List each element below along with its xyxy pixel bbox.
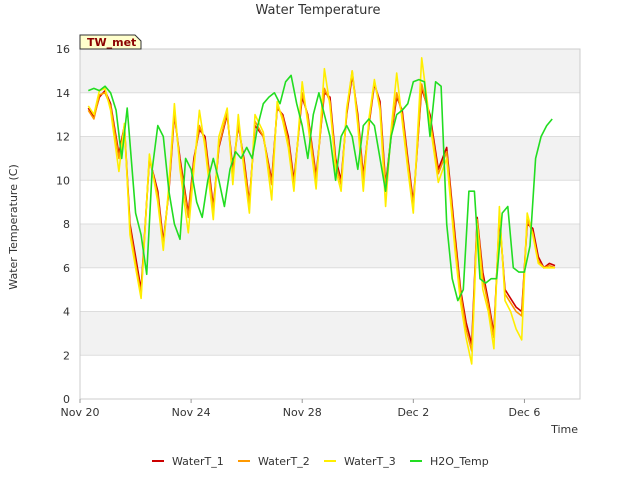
- x-tick-label: Dec 2: [397, 406, 429, 419]
- x-tick-label: Nov 20: [61, 406, 100, 419]
- legend-label: H2O_Temp: [430, 455, 489, 468]
- chart-title: Water Temperature: [256, 3, 381, 18]
- series-line-h2o-temp: [88, 74, 553, 302]
- x-tick-label: Nov 28: [283, 406, 322, 419]
- x-tick-label: Dec 6: [509, 406, 541, 419]
- background-band: [80, 311, 580, 356]
- y-tick-label: 6: [63, 262, 70, 275]
- legend-label: WaterT_3: [344, 455, 396, 468]
- station-label: TW_met: [87, 36, 136, 49]
- y-tick-label: 12: [56, 131, 70, 144]
- plot-frame: [79, 48, 581, 400]
- y-tick-label: 0: [63, 393, 70, 406]
- legend-label: WaterT_2: [258, 455, 310, 468]
- plot-background: [80, 49, 580, 356]
- station-label-box: TW_met: [79, 34, 142, 50]
- x-axis-label: Time: [550, 423, 578, 436]
- x-tick-label: Nov 24: [172, 406, 211, 419]
- y-tick-label: 4: [63, 306, 70, 319]
- legend: WaterT_1 WaterT_2 WaterT_3 H2O_Temp: [152, 455, 489, 468]
- legend-label: WaterT_1: [172, 455, 224, 468]
- background-band: [80, 224, 580, 268]
- y-tick-label: 8: [63, 218, 70, 231]
- y-tick-label: 2: [63, 349, 70, 362]
- series-lines: [87, 57, 556, 365]
- y-tick-label: 10: [56, 174, 70, 187]
- background-band: [80, 49, 580, 93]
- y-tick-label: 14: [56, 87, 70, 100]
- station-label-shape: [79, 34, 142, 50]
- y-axis-ticks: 0 2 4 6 8 10 12 14 16: [56, 43, 70, 406]
- y-axis-label: Water Temperature (C): [7, 164, 20, 289]
- series-line-watert-3: [87, 57, 555, 365]
- y-tick-label: 16: [56, 43, 70, 56]
- x-axis-ticks: Nov 20 Nov 24 Nov 28 Dec 2 Dec 6: [61, 399, 541, 419]
